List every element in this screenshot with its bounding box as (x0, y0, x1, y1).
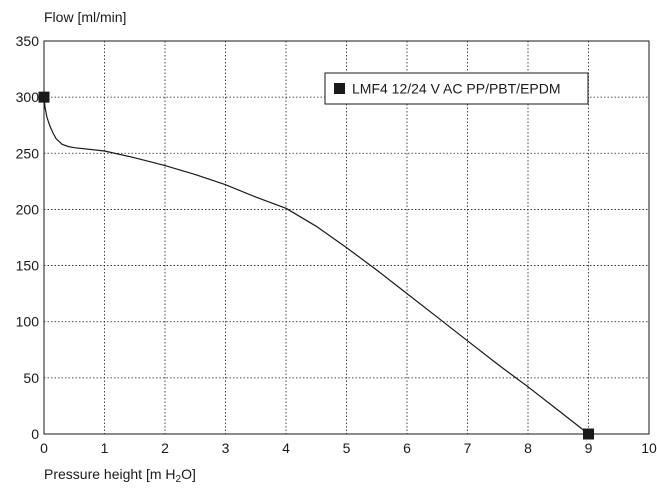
x-tick-label-1: 1 (101, 440, 109, 456)
x-axis-title: Pressure height [m H2O] (44, 466, 196, 485)
y-tick-label-1: 50 (23, 370, 39, 386)
plot-frame (43, 40, 650, 435)
x-axis-title-prefix: Pressure height [m H (44, 466, 176, 482)
tick-labels: 0 50 100 150 200 250 300 350 0 1 2 3 4 5 6 7 8 9 10 (16, 33, 657, 456)
x-tick-label-3: 3 (222, 440, 230, 456)
data-point-marker-1 (583, 428, 594, 440)
legend-label: LMF4 12/24 V AC PP/PBT/EPDM (352, 81, 561, 97)
y-tick-label-6: 300 (16, 89, 40, 105)
y-tick-label-0: 0 (31, 426, 39, 442)
legend-marker (334, 83, 345, 94)
y-axis-title: Flow [ml/min] (44, 9, 126, 25)
y-tick-label-2: 100 (16, 314, 40, 330)
series-layer (38, 91, 594, 440)
y-tick-label-3: 150 (16, 258, 40, 274)
x-tick-label-4: 4 (282, 440, 290, 456)
x-axis-title-suffix: O] (181, 466, 196, 482)
x-tick-label-6: 6 (403, 440, 411, 456)
x-tick-label-5: 5 (343, 440, 351, 456)
y-tick-label-4: 200 (16, 201, 40, 217)
x-tick-label-0: 0 (40, 440, 48, 456)
legend: LMF4 12/24 V AC PP/PBT/EPDM (324, 72, 589, 105)
x-tick-label-2: 2 (161, 440, 169, 456)
series-line-0 (43, 97, 589, 435)
x-tick-label-7: 7 (464, 440, 472, 456)
legend-box (324, 72, 589, 105)
x-tick-label-10: 10 (641, 440, 657, 456)
y-tick-label-5: 250 (16, 145, 40, 161)
y-tick-label-7: 350 (16, 33, 40, 49)
x-tick-label-9: 9 (585, 440, 593, 456)
data-point-marker-0 (38, 91, 50, 103)
x-tick-label-8: 8 (524, 440, 532, 456)
x-axis-title-subscript: 2 (176, 474, 182, 485)
